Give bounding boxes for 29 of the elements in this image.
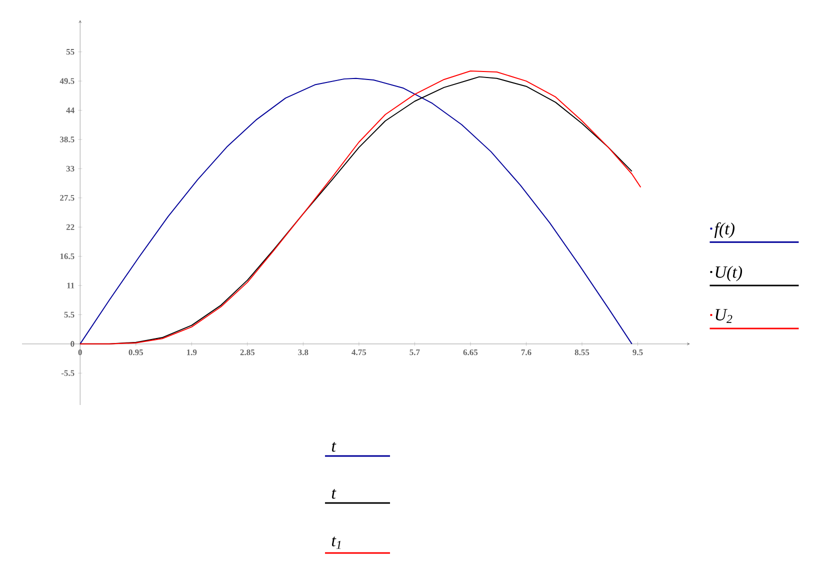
x-tick-label: 3.8 <box>298 349 308 356</box>
x-tick-label: 2.85 <box>240 349 255 356</box>
y-tick-label: 49.5 <box>60 78 74 84</box>
y-tick-label: 22 <box>66 224 74 230</box>
y-tick-label: 33 <box>66 166 74 172</box>
legend-label: f(t) <box>714 222 734 238</box>
x-tick-label: 7.6 <box>521 349 532 356</box>
x-tick-label: 0.95 <box>128 349 144 356</box>
x-tick-label: 1.9 <box>187 349 197 356</box>
text: t$_{1}$ <box>332 536 341 549</box>
y-tick-label: 55 <box>66 49 74 55</box>
text: t <box>332 442 336 452</box>
legend-label: U$_{2}$ <box>716 309 732 323</box>
y-tick-label: 38.5 <box>60 136 74 142</box>
x-tick-label: 9.5 <box>632 349 643 356</box>
y-tick-label: 27.5 <box>60 195 74 201</box>
x-tick-label: 6.65 <box>463 349 478 356</box>
x-tick-label: 5.7 <box>410 349 420 356</box>
y-tick-label: 11 <box>67 282 74 288</box>
x-tick-label: 8.55 <box>574 349 590 356</box>
y-tick-label: 5.5 <box>64 312 74 318</box>
x-tick-label: 0 <box>78 349 82 356</box>
x-tick-label: 4.75 <box>352 349 366 356</box>
y-tick-label: -5.5 <box>61 370 74 376</box>
y-tick-label: 0 <box>70 341 74 347</box>
text: t <box>332 489 336 499</box>
legend-label: U(t) <box>716 266 742 282</box>
y-tick-label: 16.5 <box>60 253 74 260</box>
y-tick-label: 44 <box>66 107 74 114</box>
